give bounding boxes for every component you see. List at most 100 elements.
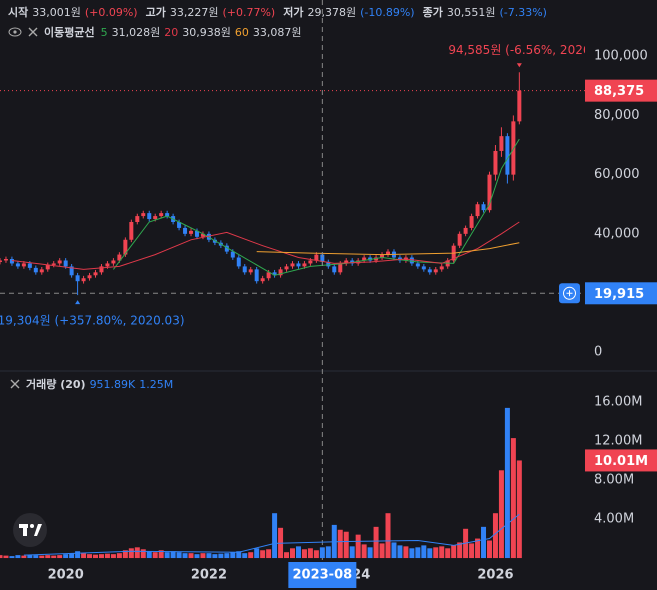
ohlc-label: 저가 [283,6,304,19]
candle-body [21,263,26,267]
candle-body [9,259,14,264]
candle-body [326,261,331,267]
volume-bar [200,553,206,559]
volume-bar [266,549,272,559]
last-volume-label-box [585,449,657,472]
candle-body [45,264,50,270]
crosshair-date-label: 2023-08 [293,568,353,583]
volume-bar [445,548,451,559]
volume-bar [140,549,146,559]
ma-value: 31,028원 [111,26,161,39]
eye-icon[interactable] [8,25,22,39]
volume-bar [433,547,439,559]
volume-bar [69,553,75,559]
volume-value: 951.89K [89,377,136,391]
close-icon[interactable] [8,377,22,391]
volume-bar [403,546,409,559]
ma-title: 이동평균선 [44,26,95,39]
volume-bar [367,547,373,559]
volume-bar [486,540,492,559]
volume-bar [469,543,475,559]
crosshair-price-label: 19,915 [594,287,644,302]
ohlc-label: 시작 [8,6,29,19]
volume-bar [492,513,498,559]
candle-body [344,260,349,264]
volume-bar [146,551,152,559]
volume-bar [313,550,319,559]
ma-legend: 이동평균선 5 31,028원 20 30,938원 60 33,087원 [8,24,301,40]
x-tick-label: 2026 [477,568,513,583]
tv-logo [13,513,47,547]
ohlc-change: (-10.89%) [360,5,415,19]
volume-bar [110,554,116,559]
volume-bar [349,546,355,559]
candle-body [439,266,444,270]
volume-bar [27,554,33,559]
candle-body [200,233,205,237]
volume-bar [385,513,391,559]
volume-bar [9,556,15,559]
volume-bar [128,548,134,559]
volume-bar [516,460,522,559]
y-tick-label: 4.00M [594,512,634,527]
candle-body [427,269,432,273]
candle-body [33,267,38,273]
candle-body [272,272,277,276]
candle-body [266,272,271,279]
candle-body [75,275,80,282]
ma-line [23,513,520,556]
volume-bar [75,551,81,559]
volume-bar [451,545,457,559]
x-tick-label: 2022 [191,568,227,583]
candle-body [135,216,140,222]
candle-body [39,269,44,273]
candle-body [475,204,480,217]
volume-bar [373,526,379,559]
volume-bar [254,548,260,559]
candle-body [141,213,146,217]
y-tick-label: 12.00M [594,434,642,449]
volume-bar [337,529,343,559]
volume-bar [152,552,158,559]
candle-body [278,269,283,276]
volume-bar [355,534,361,559]
candle-body [147,213,152,220]
crosshair-date-box [288,562,357,588]
close-icon[interactable] [26,25,40,39]
candle-body [254,269,259,282]
candle-body [57,260,62,264]
volume-bar [81,553,87,559]
volume-bar [212,554,218,559]
ohlc-legend: 시작 33,001원 (+0.09%) 고가 33,227원 (+0.77%) 저가 29,3… [8,4,551,20]
candle-body [242,266,247,273]
volume-bar [51,555,57,559]
y-tick-label: 0 [594,345,602,360]
volume-bar [242,553,248,559]
volume-bar [475,538,481,559]
ohlc-label: 고가 [145,6,166,19]
volume-bar [93,554,99,559]
volume-bar [15,555,21,559]
ohlc-value: 33,001원 [32,6,81,19]
ohlc-change: (-7.33%) [499,5,547,19]
low-marker-label: 19,304원 (+357.80%, 2020.03) [0,314,185,328]
candle-body [374,257,379,261]
add-button[interactable] [559,283,580,304]
ma-name: 20 [164,25,179,39]
ma-line [256,242,520,256]
volume-bar [361,544,367,559]
volume-bar [409,548,415,559]
volume-bar [122,550,128,559]
candle-body [153,216,158,220]
volume-title: 거래량 (20) [26,378,86,391]
volume-bar [206,553,212,559]
volume-bar [301,549,307,559]
ohlc-value: 33,227원 [169,6,219,19]
volume-bar [116,553,122,559]
candle-body [362,257,367,261]
candle-body [69,266,74,276]
volume-bar [170,551,176,559]
volume-bar [379,543,385,559]
last-price-label-box [585,79,657,102]
